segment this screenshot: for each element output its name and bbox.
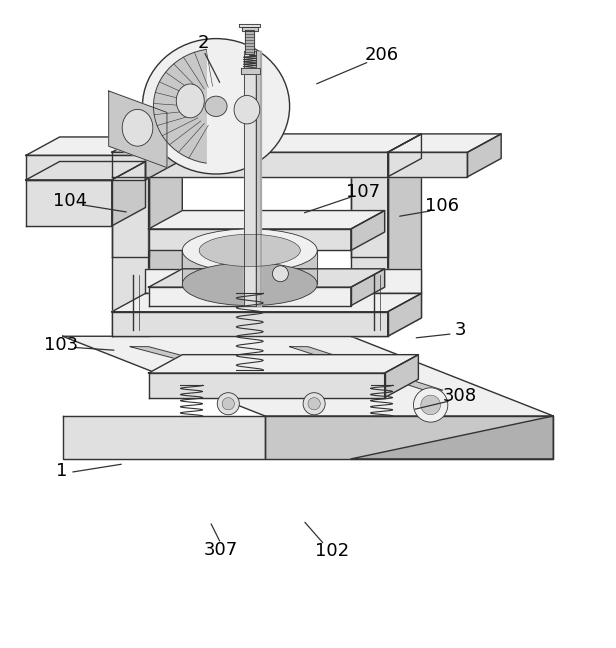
Text: 106: 106: [424, 197, 459, 215]
Text: 103: 103: [44, 336, 79, 354]
Polygon shape: [351, 416, 553, 459]
Ellipse shape: [205, 96, 227, 117]
Polygon shape: [108, 91, 167, 168]
Polygon shape: [145, 137, 179, 180]
Polygon shape: [351, 211, 384, 250]
Polygon shape: [384, 354, 418, 398]
Text: 104: 104: [53, 192, 87, 211]
Circle shape: [413, 388, 448, 422]
Polygon shape: [265, 416, 553, 459]
Text: 3: 3: [455, 321, 466, 339]
Text: 307: 307: [204, 540, 238, 559]
Polygon shape: [148, 170, 182, 336]
Polygon shape: [63, 416, 265, 459]
Circle shape: [421, 395, 440, 415]
Polygon shape: [351, 269, 384, 306]
Circle shape: [303, 393, 325, 415]
Polygon shape: [26, 137, 179, 156]
Polygon shape: [148, 287, 351, 306]
Text: 206: 206: [365, 47, 399, 64]
Polygon shape: [387, 152, 468, 177]
Text: 308: 308: [443, 388, 477, 406]
Polygon shape: [468, 134, 501, 177]
Ellipse shape: [182, 229, 317, 272]
Polygon shape: [290, 347, 443, 390]
Polygon shape: [111, 170, 148, 257]
Polygon shape: [245, 30, 254, 54]
Polygon shape: [111, 161, 145, 226]
Polygon shape: [26, 180, 111, 226]
Polygon shape: [111, 170, 148, 336]
Polygon shape: [387, 294, 421, 336]
Polygon shape: [256, 51, 261, 306]
Polygon shape: [148, 354, 418, 373]
Polygon shape: [240, 23, 260, 27]
Text: 1: 1: [56, 462, 67, 480]
Polygon shape: [111, 134, 421, 152]
Text: 102: 102: [315, 542, 350, 560]
Ellipse shape: [234, 95, 260, 124]
Polygon shape: [111, 294, 421, 312]
Polygon shape: [63, 336, 553, 416]
Polygon shape: [26, 156, 145, 180]
Polygon shape: [148, 373, 384, 398]
Polygon shape: [351, 152, 421, 170]
Polygon shape: [240, 68, 260, 74]
Polygon shape: [387, 170, 421, 336]
Circle shape: [222, 398, 235, 410]
Circle shape: [272, 266, 288, 282]
Polygon shape: [387, 134, 501, 152]
Ellipse shape: [122, 110, 153, 146]
Polygon shape: [111, 152, 387, 177]
Ellipse shape: [176, 84, 205, 118]
Polygon shape: [111, 152, 182, 170]
Ellipse shape: [142, 39, 290, 174]
Polygon shape: [351, 170, 387, 257]
Polygon shape: [130, 347, 225, 367]
Circle shape: [308, 398, 320, 410]
Polygon shape: [145, 269, 421, 294]
Circle shape: [217, 393, 240, 415]
Polygon shape: [111, 312, 387, 336]
Ellipse shape: [182, 262, 317, 306]
Polygon shape: [351, 170, 387, 336]
Polygon shape: [182, 250, 317, 284]
Ellipse shape: [199, 235, 301, 266]
Polygon shape: [387, 134, 421, 177]
Polygon shape: [148, 211, 384, 229]
Polygon shape: [26, 161, 145, 180]
Polygon shape: [148, 229, 351, 250]
Text: 2: 2: [198, 34, 209, 52]
Polygon shape: [153, 49, 206, 163]
Text: 107: 107: [346, 183, 380, 201]
Polygon shape: [243, 51, 256, 306]
Polygon shape: [148, 269, 384, 287]
Polygon shape: [241, 27, 257, 31]
